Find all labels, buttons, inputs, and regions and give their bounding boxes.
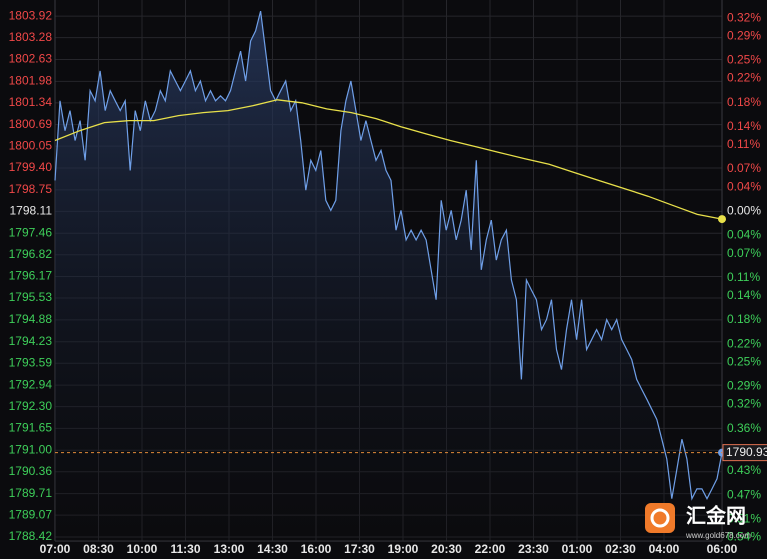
x-tick-label: 08:30 (83, 542, 114, 556)
y-tick-label: 1794.88 (9, 312, 53, 326)
y-tick-label: 1792.30 (9, 399, 53, 413)
y-tick-label: 1792.94 (9, 377, 53, 391)
y2-tick-label: 0.00% (727, 204, 761, 218)
current-price-label: 1790.93 (726, 445, 767, 459)
y-tick-label: 1799.40 (9, 160, 53, 174)
area-fill (55, 11, 722, 542)
y2-tick-label: 0.47% (727, 487, 761, 501)
y-tick-label: 1795.53 (9, 290, 53, 304)
line (54, 99, 723, 220)
y-tick-label: 1788.42 (9, 529, 53, 543)
y2-tick-label: 0.29% (727, 28, 761, 42)
x-tick-label: 14:30 (257, 542, 288, 556)
y2-tick-label: 0.04% (727, 228, 761, 242)
y-tick-label: 1798.11 (10, 204, 53, 218)
y2-tick-label: 0.11% (727, 137, 760, 151)
y-tick-label: 1791.65 (9, 421, 53, 435)
y2-tick-label: 0.04% (727, 179, 761, 193)
y2-tick-label: 0.36% (727, 421, 761, 435)
y2-tick-label: 0.25% (727, 53, 761, 67)
x-tick-label: 06:00 (707, 542, 738, 556)
y2-tick-label: 0.54% (727, 530, 761, 544)
y2-tick-label: 0.51% (727, 511, 761, 525)
y2-tick-label: 0.07% (727, 246, 761, 260)
x-tick-label: 19:00 (388, 542, 419, 556)
watermark-name: 汇金网 (686, 503, 746, 527)
x-tick-label: 02:30 (605, 542, 636, 556)
x-tick-label: 16:00 (301, 542, 332, 556)
y-tick-label: 1803.28 (9, 30, 53, 44)
logo (645, 503, 675, 533)
y2-tick-label: 0.18% (727, 95, 761, 109)
y2-tick-label: 0.32% (727, 10, 761, 24)
x-tick-label: 10:00 (127, 542, 158, 556)
x-tick-label: 13:00 (214, 542, 245, 556)
y-tick-label: 1801.98 (9, 73, 53, 87)
y2-tick-label: 0.43% (727, 463, 761, 477)
y2-tick-label: 0.22% (727, 71, 761, 85)
y-tick-label: 1801.34 (9, 95, 53, 109)
y-tick-label: 1791.00 (9, 442, 53, 456)
watermark-url: www.gold678.com (685, 531, 751, 540)
y2-tick-label: 0.22% (727, 336, 761, 350)
watermark: 汇金网 www.gold678.com (645, 503, 751, 540)
y2-tick-label: 0.25% (727, 354, 761, 368)
x-tick-label: 23:30 (518, 542, 549, 556)
y2-tick-label: 0.18% (727, 312, 761, 326)
line (54, 10, 723, 501)
y2-tick-label: 0.32% (727, 397, 761, 411)
y-tick-label: 1794.23 (9, 334, 53, 348)
x-tick-label: 04:00 (649, 542, 680, 556)
y-tick-label: 1790.36 (9, 464, 53, 478)
y-tick-label: 1800.69 (9, 117, 53, 131)
y2-tick-label: 0.11% (727, 270, 760, 284)
x-tick-label: 20:30 (431, 542, 462, 556)
y-tick-label: 1789.07 (9, 507, 53, 521)
y-tick-label: 1796.82 (9, 247, 53, 261)
y-tick-label: 1793.59 (9, 355, 53, 369)
x-tick-label: 07:00 (40, 542, 71, 556)
current-price-box (722, 444, 767, 462)
x-tick-label: 17:30 (344, 542, 375, 556)
y-tick-label: 1797.46 (9, 225, 53, 239)
y-tick-label: 1802.63 (9, 52, 53, 66)
y2-tick-label: 0.29% (727, 379, 761, 393)
logo-mark (650, 508, 670, 528)
y-tick-label: 1789.71 (9, 486, 53, 500)
x-tick-label: 22:00 (475, 542, 506, 556)
x-tick-label: 11:30 (170, 542, 200, 556)
x-tick-label: 01:00 (562, 542, 593, 556)
y-tick-label: 1803.92 (9, 8, 53, 22)
y-tick-label: 1796.17 (9, 269, 53, 283)
y2-tick-label: 0.14% (727, 288, 761, 302)
y2-tick-label: 0.07% (727, 161, 761, 175)
y2-tick-label: 0.14% (727, 119, 761, 133)
y-tick-label: 1800.05 (9, 138, 53, 152)
y-tick-label: 1798.75 (9, 182, 53, 196)
end-dot (718, 215, 726, 224)
